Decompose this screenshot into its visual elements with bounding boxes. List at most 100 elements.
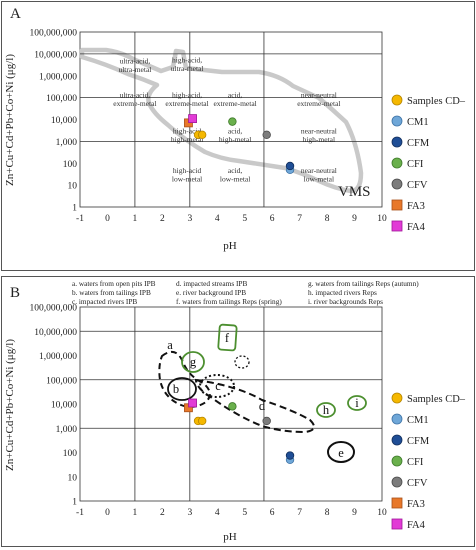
plot-a-ylabel: Zn+Cu+Cd+Pb+Co+Ni (μg/l) xyxy=(4,54,16,186)
y-tick-label: 100,000,000 xyxy=(30,29,78,39)
x-tick-label: 5 xyxy=(242,214,247,224)
legend-label: CFM xyxy=(407,436,430,447)
point-cfv xyxy=(262,416,271,426)
legend-swatch xyxy=(391,392,403,404)
region-label: acid, low-metal xyxy=(220,166,250,184)
vms-label: VMS xyxy=(338,184,371,200)
envelope-label-d: d xyxy=(259,399,266,413)
region-label: high-acid, extreme-metal xyxy=(165,91,208,109)
legend-b: Samples CD– CM1 CFM CFI CFV FA3 FA4 xyxy=(391,392,466,531)
panel-a-frame xyxy=(1,1,475,271)
x-tick-label: 7 xyxy=(297,214,302,224)
region-label: ultra-acid, ultra-metal xyxy=(118,57,151,75)
x-tick-label: 7 xyxy=(297,508,302,518)
point-fa4 xyxy=(188,114,197,123)
legend-item-fa3: FA3 xyxy=(391,199,425,212)
point-cfm xyxy=(285,161,295,171)
legend-item-cfm: CFM xyxy=(391,434,430,447)
legend-label: FA3 xyxy=(407,201,425,212)
note-f: f. waters from tailings Reps (spring) xyxy=(176,297,282,306)
plot-b-xlabel: pH xyxy=(223,531,237,543)
legend-label: CFV xyxy=(407,478,428,489)
x-tick-label: 6 xyxy=(270,508,275,518)
x-tick-label: -1 xyxy=(76,508,84,518)
legend-label: FA3 xyxy=(407,499,425,510)
y-tick-label: 10,000,000 xyxy=(34,50,77,60)
panel-a: A ultra-acid, ultra-metal high-acid, ultra-… xyxy=(1,1,475,271)
plot-a-region-labels: ultra-acid, ultra-metal high-acid, ultra-me… xyxy=(113,56,340,184)
legend-label: CM1 xyxy=(407,117,429,128)
legend-item-fa3: FA3 xyxy=(391,497,425,510)
envelope-label-e: e xyxy=(338,446,344,460)
note-g: g. waters from tailings Reps (autumn) xyxy=(308,279,419,288)
legend-item-fa4: FA4 xyxy=(391,518,426,531)
legend-item-samples: Samples CD– xyxy=(391,392,466,405)
envelope-g xyxy=(181,351,205,373)
legend-swatch xyxy=(391,434,403,446)
point-cfm xyxy=(285,451,295,460)
legend-item-samples: Samples CD– xyxy=(391,94,466,107)
panel-b-notes: a. waters from open pits IPB b. waters f… xyxy=(72,279,419,306)
legend-item-cfv: CFV xyxy=(391,178,428,191)
envelope-label-g: g xyxy=(190,355,197,369)
region-label: near-neutral high-metal xyxy=(301,127,337,145)
panel-a-letter: A xyxy=(10,6,21,22)
envelope-c-small xyxy=(234,355,250,369)
legend-a: Samples CD– CM1 CFM CFI CFV FA3 FA4 xyxy=(391,94,466,233)
region-label: acid, extreme-metal xyxy=(213,91,256,109)
envelope-label-h: h xyxy=(323,403,330,417)
legend-item-cfi: CFI xyxy=(391,455,424,468)
x-tick-label: 2 xyxy=(160,214,165,224)
x-tick-label: 9 xyxy=(352,214,357,224)
region-label: near-neutral extreme-metal xyxy=(297,91,340,109)
x-tick-label: 1 xyxy=(133,214,138,224)
region-label: near-neutral low-metal xyxy=(301,166,337,184)
y-tick-label: 1,000 xyxy=(56,138,78,148)
plot-a-axes: -1 0 1 2 3 4 5 6 7 8 9 10 1 10 100 1,000 10,000 100,000 1,… xyxy=(30,29,388,225)
plot-a-area xyxy=(79,31,383,208)
y-tick-label: 100 xyxy=(63,160,78,170)
y-tick-label: 100,000 xyxy=(46,376,77,386)
plot-b: a b c d e f g h i xyxy=(79,306,383,502)
point-cfi xyxy=(228,402,237,411)
legend-swatch xyxy=(391,157,403,169)
legend-label: Samples CD– xyxy=(407,96,466,107)
note-e: e. river background IPB xyxy=(176,288,246,297)
legend-label: Samples CD– xyxy=(407,394,466,405)
envelope-e xyxy=(327,441,355,463)
x-tick-label: 6 xyxy=(270,214,275,224)
legend-swatch xyxy=(391,476,403,488)
region-label: high-acid, ultra-metal xyxy=(171,56,204,74)
legend-item-fa4: FA4 xyxy=(391,220,426,233)
envelope-c xyxy=(199,374,235,398)
envelope-label-c: c xyxy=(215,379,221,393)
vms-field-boundary xyxy=(79,47,364,194)
legend-label: FA4 xyxy=(407,520,426,531)
envelope-f xyxy=(217,323,238,352)
note-c: c. impacted rivers IPB xyxy=(72,297,137,306)
y-tick-label: 1,000,000 xyxy=(39,352,77,362)
x-tick-label: 4 xyxy=(215,214,220,224)
legend-label: CFM xyxy=(407,138,430,149)
note-h: h. impacted rivers Reps xyxy=(308,288,377,297)
y-tick-label: 10,000,000 xyxy=(34,328,77,338)
y-tick-label: 100,000,000 xyxy=(30,304,78,314)
legend-label: FA4 xyxy=(407,222,426,233)
region-label: high-acid high-metal xyxy=(171,127,204,145)
point-cfi xyxy=(228,117,237,126)
legend-swatch xyxy=(391,115,403,127)
y-tick-label: 10 xyxy=(68,182,78,192)
legend-item-cfm: CFM xyxy=(391,136,430,149)
envelope-label-f: f xyxy=(225,331,230,345)
region-label: high-acid low-metal xyxy=(172,166,202,184)
x-tick-label: 8 xyxy=(325,508,330,518)
plot-b-area xyxy=(79,306,383,502)
plot-b-points xyxy=(184,398,295,464)
x-tick-label: 5 xyxy=(242,508,247,518)
legend-label: CFI xyxy=(407,457,424,468)
envelope-label-b: b xyxy=(173,382,179,396)
region-label: acid, high-metal xyxy=(219,127,252,145)
legend-item-cfi: CFI xyxy=(391,157,424,170)
envelope-b xyxy=(167,377,197,401)
